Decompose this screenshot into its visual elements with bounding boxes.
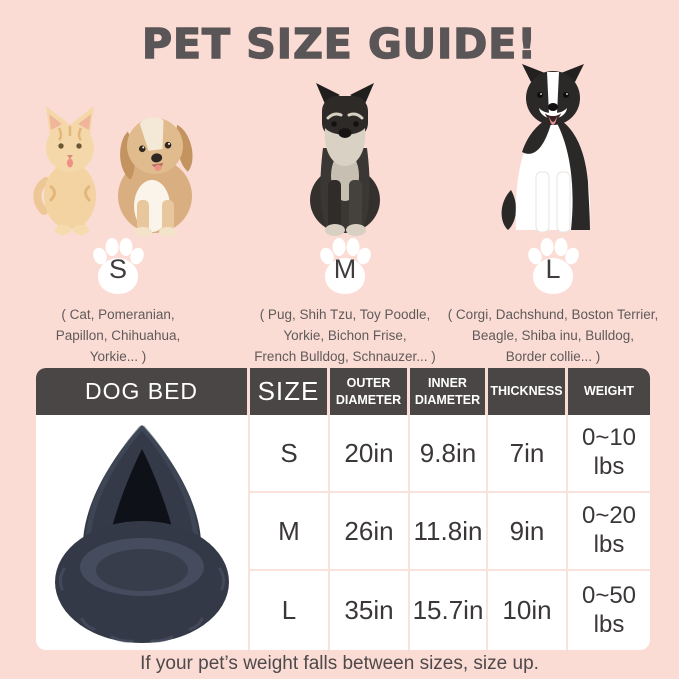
- breed-list-m: ( Pug, Shih Tzu, Toy Poodle, Yorkie, Bic…: [254, 305, 436, 368]
- cell-size-l: L: [250, 571, 330, 650]
- size-letter-l: L: [545, 254, 561, 284]
- column-header-inner-diameter: INNER DIAMETER: [410, 368, 488, 415]
- size-section-l: L ( Corgi, Dachshund, Boston Terrier, Be…: [440, 64, 666, 368]
- breed-line: Border collie... ): [505, 348, 601, 364]
- size-section-m: M ( Pug, Shih Tzu, Toy Poodle, Yorkie, B…: [243, 78, 447, 368]
- cell-outer-l: 35in: [330, 571, 410, 650]
- column-header-thickness: THICKNESS: [488, 368, 568, 415]
- schnauzer-image: [295, 78, 395, 236]
- size-table: DOG BED SIZE OUTER DIAMETER INNER DIAMET…: [36, 368, 650, 650]
- breed-line: Beagle, Shiba inu, Bulldog,: [471, 327, 635, 343]
- column-header-outer-diameter: OUTER DIAMETER: [330, 368, 410, 415]
- cell-thickness-m: 9in: [488, 493, 568, 571]
- cell-outer-s: 20in: [330, 415, 410, 493]
- breed-line: French Bulldog, Schnauzer... ): [254, 348, 436, 364]
- cell-inner-m: 11.8in: [410, 493, 488, 571]
- breed-line: ( Cat, Pomeranian,: [61, 307, 175, 322]
- cell-weight-l: 0~50 lbs: [568, 571, 650, 650]
- schnauzer-illustration: [310, 83, 380, 236]
- paw-icon: M: [315, 238, 375, 294]
- cat-and-puppy-image: [31, 95, 205, 236]
- paw-icon: L: [523, 238, 583, 294]
- breed-line: ( Corgi, Dachshund, Boston Terrier,: [447, 307, 659, 322]
- paw-icon: S: [88, 238, 148, 294]
- breed-list-s: ( Cat, Pomeranian, Papillon, Chihuahua, …: [56, 305, 181, 368]
- cell-weight-s: 0~10 lbs: [568, 415, 650, 493]
- dog-bed-illustration: [55, 424, 229, 643]
- border-collie-illustration: [501, 64, 591, 233]
- breed-line: ( Pug, Shih Tzu, Toy Poodle,: [259, 307, 431, 322]
- dog-bed-image: [36, 415, 250, 650]
- column-header-size: SIZE: [250, 368, 330, 415]
- size-letter-s: S: [108, 254, 127, 284]
- border-collie-image: [491, 64, 615, 236]
- cat-and-puppy-illustration: [33, 106, 193, 236]
- cell-size-m: M: [250, 493, 330, 571]
- footer-note: If your pet’s weight falls between sizes…: [140, 653, 539, 674]
- cell-thickness-s: 7in: [488, 415, 568, 493]
- column-header-dog-bed: DOG BED: [36, 368, 250, 415]
- cell-outer-m: 26in: [330, 493, 410, 571]
- breed-list-l: ( Corgi, Dachshund, Boston Terrier, Beag…: [448, 305, 659, 368]
- cell-inner-s: 9.8in: [410, 415, 488, 493]
- size-letter-m: M: [333, 254, 357, 284]
- page-title: PET SIZE GUIDE!: [141, 19, 538, 68]
- size-section-s: S ( Cat, Pomeranian, Papillon, Chihuahua…: [16, 95, 220, 368]
- cell-size-s: S: [250, 415, 330, 493]
- breed-line: Yorkie, Bichon Frise,: [283, 327, 407, 343]
- cell-inner-l: 15.7in: [410, 571, 488, 650]
- breed-line: Papillon, Chihuahua,: [55, 327, 181, 343]
- cell-thickness-l: 10in: [488, 571, 568, 650]
- cell-weight-m: 0~20 lbs: [568, 493, 650, 571]
- breed-line: Yorkie... ): [89, 348, 147, 364]
- column-header-weight: WEIGHT: [568, 368, 650, 415]
